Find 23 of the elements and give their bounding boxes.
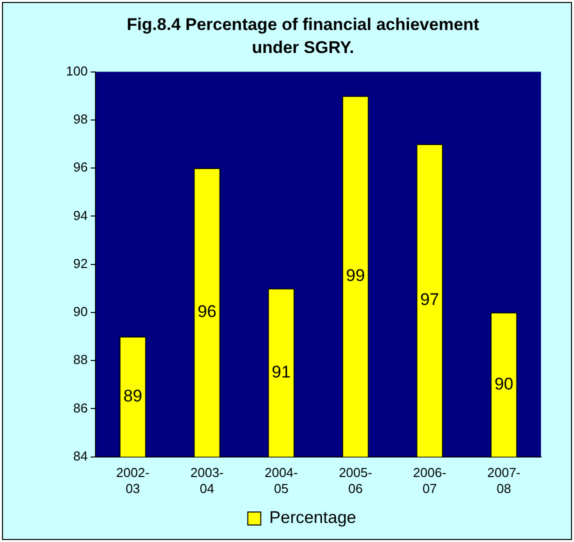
chart-title: Fig.8.4 Percentage of financial achievement under SGRY. (126, 14, 480, 59)
y-tick-label: 96 (73, 160, 88, 175)
y-tick-label: 84 (73, 448, 88, 464)
x-tick-label: 2002-03 (116, 465, 150, 496)
x-tick-label: 2007-08 (487, 465, 521, 496)
data-label: 96 (198, 302, 216, 322)
data-label: 99 (346, 266, 365, 286)
x-tick-label: 2004-05 (264, 465, 298, 496)
data-label: 90 (494, 374, 514, 394)
y-tick-label: 88 (73, 352, 88, 368)
y-tick-label: 100 (66, 63, 88, 78)
x-tick-label: 2003-04 (190, 465, 224, 496)
y-tick-label: 86 (73, 400, 88, 416)
x-tick-label: 2006-07 (413, 465, 446, 496)
y-tick-label: 94 (73, 208, 88, 223)
y-tick-label: 90 (73, 304, 88, 320)
legend-label: Percentage (269, 508, 356, 528)
y-tick-label: 92 (73, 256, 88, 271)
x-tick-label: 2005-06 (338, 465, 372, 496)
y-tick-label: 98 (73, 112, 88, 127)
data-label: 97 (420, 290, 440, 310)
data-label: 91 (272, 362, 291, 382)
data-label: 89 (123, 386, 142, 406)
